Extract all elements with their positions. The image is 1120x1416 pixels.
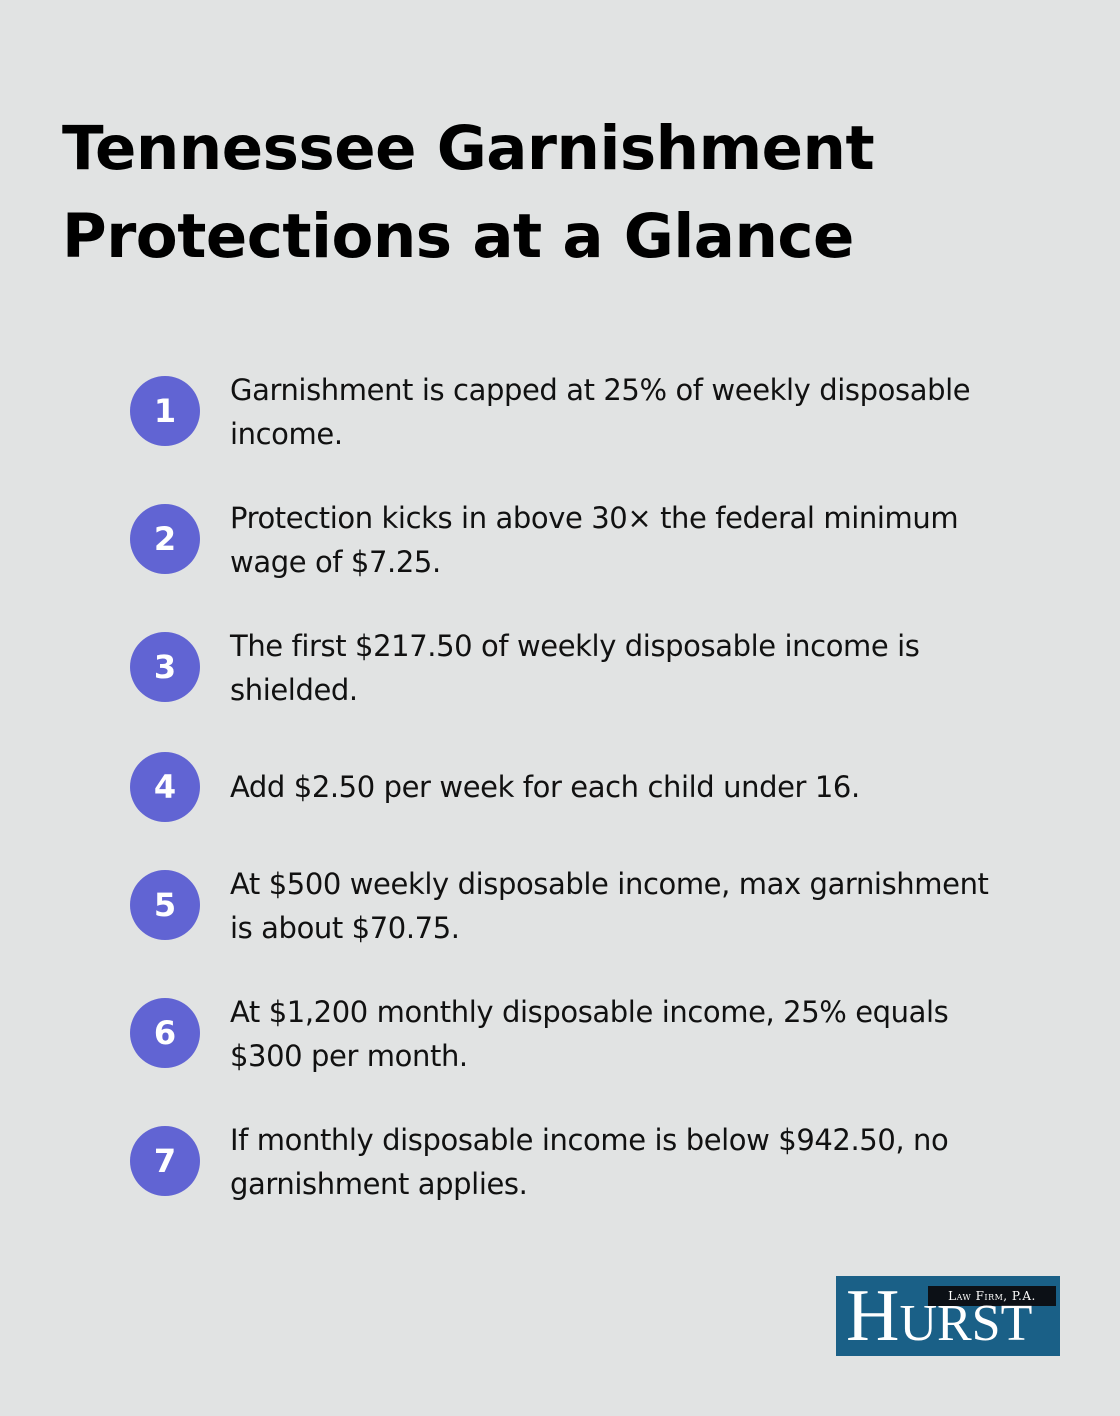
item-text: Add $2.50 per week for each child under …: [230, 765, 1025, 809]
item-text: If monthly disposable income is below $9…: [230, 1118, 1025, 1206]
item-text-line: At $1,200 monthly disposable income, 25%…: [230, 995, 949, 1029]
number-badge: 6: [130, 998, 200, 1068]
item-text-line: is about $70.75.: [230, 911, 460, 945]
item-text: Protection kicks in above 30× the federa…: [230, 496, 1025, 584]
number-badge: 4: [130, 752, 200, 822]
item-text-line: Add $2.50 per week for each child under …: [230, 770, 860, 804]
hurst-law-firm-logo: Law Firm, P.A. Hurst: [836, 1276, 1060, 1356]
number-badge: 5: [130, 870, 200, 940]
item-text-line: The first $217.50 of weekly disposable i…: [230, 629, 920, 663]
item-text: Garnishment is capped at 25% of weekly d…: [230, 368, 1025, 456]
logo-name-text: Hurst: [846, 1276, 1033, 1356]
number-badge: 2: [130, 504, 200, 574]
number-badge: 1: [130, 376, 200, 446]
number-badge: 7: [130, 1126, 200, 1196]
item-text: At $1,200 monthly disposable income, 25%…: [230, 990, 1025, 1078]
page-title: Tennessee Garnishment Protections at a G…: [62, 105, 1022, 281]
item-text-line: $300 per month.: [230, 1039, 468, 1073]
title-line-1: Tennessee Garnishment: [62, 113, 875, 184]
item-text-line: garnishment applies.: [230, 1167, 528, 1201]
item-text-line: Protection kicks in above 30× the federa…: [230, 501, 959, 535]
logo-bar: [928, 1286, 1056, 1306]
protections-list: 1 Garnishment is capped at 25% of weekly…: [130, 0, 1030, 1416]
title-line-2: Protections at a Glance: [62, 201, 854, 272]
item-text-line: shielded.: [230, 673, 358, 707]
item-text: The first $217.50 of weekly disposable i…: [230, 624, 1025, 712]
item-text-line: If monthly disposable income is below $9…: [230, 1123, 949, 1157]
item-text-line: income.: [230, 417, 343, 451]
item-text: At $500 weekly disposable income, max ga…: [230, 862, 1025, 950]
logo-firm-text: Law Firm, P.A.: [948, 1289, 1036, 1303]
item-text-line: Garnishment is capped at 25% of weekly d…: [230, 373, 971, 407]
number-badge: 3: [130, 632, 200, 702]
item-text-line: At $500 weekly disposable income, max ga…: [230, 867, 989, 901]
item-text-line: wage of $7.25.: [230, 545, 441, 579]
